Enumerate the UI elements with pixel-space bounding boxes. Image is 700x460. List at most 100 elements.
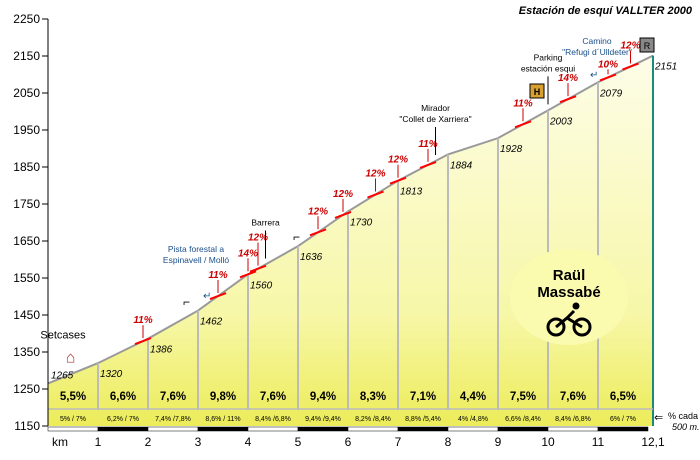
place-label: estación esqui [521,63,575,73]
altitude-label: 1265 [51,370,74,381]
altitude-label: 1813 [400,187,423,198]
km-scale-segment [297,426,349,432]
altitude-label: 2003 [549,116,573,127]
y-tick-label: 2150 [13,49,40,63]
altitude-label: 1462 [200,317,223,328]
half-km-gradient-label: 8,2% /8,4% [355,416,391,423]
barrier-icon: ⌐ [183,295,190,309]
place-label: Parking [534,52,563,62]
place-label: Espinavell / Molló [163,255,229,265]
km-scale-segment [347,426,399,432]
km-gradient-label: 6,5% [610,391,636,403]
km-gradient-label: 6,6% [110,391,136,403]
arrow-left-icon: ⇐ [654,412,663,424]
km-gradient-label: 5,5% [60,391,86,403]
hotel-icon-letter: H [534,87,541,97]
km-gradient-label: 8,3% [360,391,386,403]
steep-gradient-label: 14% [558,73,578,84]
place-label: Setcases [40,329,86,341]
half-km-note: % cada 500 m. [668,411,700,432]
half-km-gradient-label: 6% / 7% [610,416,636,423]
km-scale-segment [197,426,249,432]
steep-gradient-label: 12% [333,189,353,200]
half-km-gradient-label: 8,4% /6,8% [255,416,291,423]
x-tick-label: 4 [245,435,252,449]
altitude-label: 1636 [300,252,323,263]
half-km-gradient-label: 8,8% /5,4% [405,416,441,423]
altitude-label: 2151 [654,62,677,73]
half-km-gradient-label: 4% /4,8% [458,416,488,423]
steep-gradient-label: 11% [133,315,152,326]
km-gradient-label: 7,6% [260,391,286,403]
half-km-gradient-label: 6,2% / 7% [107,416,139,423]
barrier-icon: ⌐ [293,230,300,244]
km-scale-segment [497,426,549,432]
y-tick-label: 1150 [14,419,40,433]
half-km-gradient-label: 8,6% / 11% [205,416,240,423]
steep-gradient-label: 12% [308,206,328,217]
steep-section-mark [389,176,407,185]
half-km-gradient-label: 9,4% /9,4% [305,416,341,423]
place-label: "Refugi d´Ulldeter" [562,47,632,57]
km-gradient-label: 7,6% [160,391,186,403]
steep-section-mark [334,210,352,219]
steep-gradient-label: 12% [248,233,268,244]
place-label: "Collet de Xarriera" [399,114,471,124]
author-badge [510,249,628,345]
place-label: Camino [582,36,612,46]
altitude-label: 1386 [150,345,173,356]
km-gradient-label: 7,1% [410,391,436,403]
y-tick-label: 2050 [13,86,40,100]
altitude-label: 1928 [500,144,523,155]
altitude-label: 2079 [599,88,623,99]
x-tick-label: 10 [541,435,555,449]
chart-title: Estación de esquí VALLTER 2000 [519,5,693,17]
place-label: Barrera [251,217,280,227]
km-gradient-label: 9,8% [210,391,236,403]
steep-section-mark [514,120,532,129]
steep-gradient-label: 11% [513,98,532,109]
turn-arrow-icon: ↵ [590,70,598,81]
y-tick-label: 1450 [13,308,40,322]
x-axis-label: km [52,435,68,449]
hotel-icon [529,83,545,99]
y-tick-label: 1350 [13,345,40,359]
y-tick-label: 2250 [13,12,40,26]
turn-arrow-icon: ↵ [203,291,211,302]
km-gradient-label: 4,4% [460,391,486,403]
x-tick-label: 8 [445,435,452,449]
y-tick-label: 1650 [13,234,40,248]
altitude-label: 1884 [450,160,473,171]
km-gradient-label: 9,4% [310,391,336,403]
place-label: Mirador [421,103,450,113]
steep-section-mark [622,62,639,71]
steep-section-mark [419,160,437,169]
y-tick-label: 1550 [13,271,40,285]
village-icon: ⌂ [66,350,76,367]
x-tick-label: 3 [195,435,202,449]
km-scale-segment [597,426,649,432]
steep-section-mark [239,270,257,279]
x-tick-label: 2 [145,435,152,449]
y-tick-label: 1850 [13,160,40,174]
steep-gradient-label: 12% [388,155,408,166]
steep-section-mark [599,73,617,82]
steep-section-mark [134,337,152,346]
km-scale-segment [547,426,599,432]
steep-gradient-label: 10% [598,59,618,70]
refuge-icon-letter: R [644,41,651,51]
steep-gradient-label: 11% [418,139,437,150]
km-scale-segment [247,426,299,432]
altitude-label: 1730 [350,217,373,228]
steep-section-mark [249,264,267,273]
x-tick-label: 9 [495,435,502,449]
steep-section-mark [209,292,227,300]
km-gradient-label: 7,5% [510,391,536,403]
altitude-label: 1320 [100,369,123,380]
km-scale-segment [97,426,149,432]
steep-section-mark [367,190,384,199]
steep-gradient-label: 11% [208,270,227,281]
y-tick-label: 1250 [13,382,40,396]
author-last-name: Massabé [537,284,600,301]
